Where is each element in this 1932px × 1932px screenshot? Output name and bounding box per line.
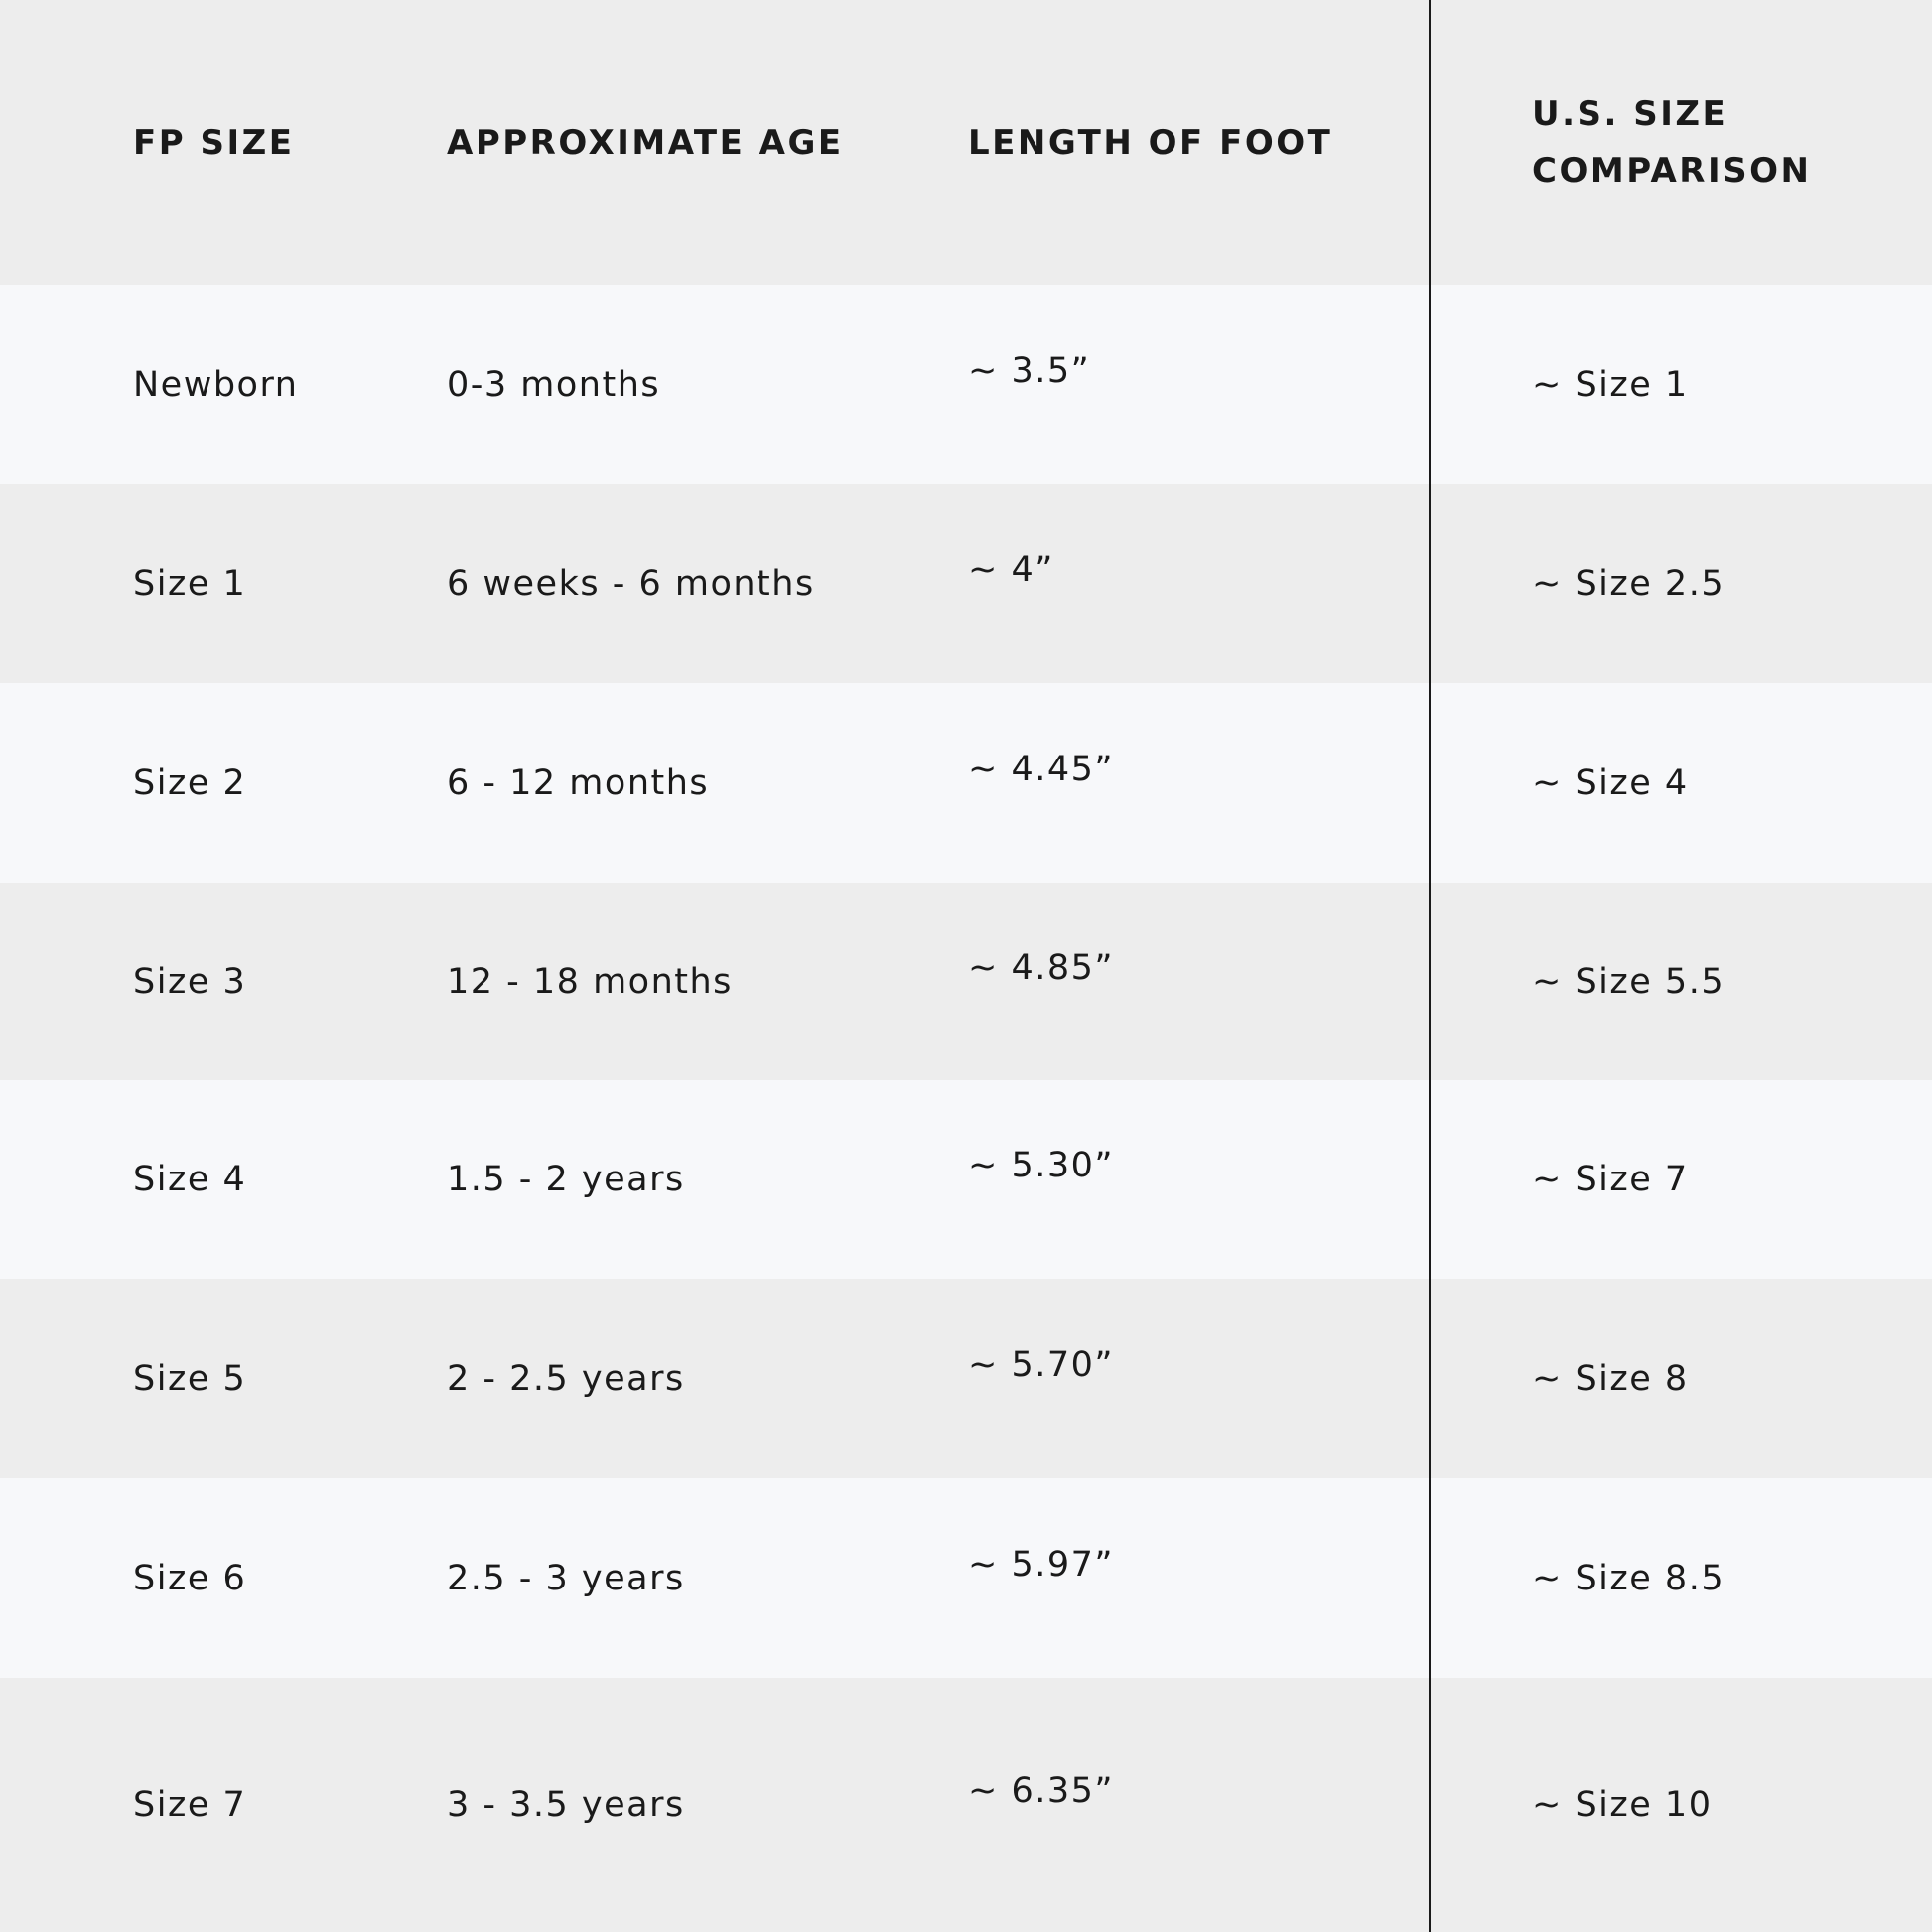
cell-approximate-age: 3 - 3.5 years: [447, 1785, 685, 1825]
cell-approximate-age: 0-3 months: [447, 364, 661, 405]
cell-length-of-foot: ~ 6.35”: [968, 1771, 1115, 1811]
cell-length-of-foot: ~ 3.5”: [968, 350, 1091, 391]
cell-us-size: ~ Size 5.5: [1532, 961, 1725, 1002]
cell-fp-size: Size 1: [133, 564, 247, 604]
header-length-of-foot: LENGTH OF FOOT: [968, 122, 1333, 163]
cell-length-of-foot: ~ 5.97”: [968, 1544, 1115, 1585]
cell-fp-size: Size 4: [133, 1160, 247, 1199]
cell-length-of-foot: ~ 5.30”: [968, 1146, 1115, 1185]
table-row: Size 1 6 weeks - 6 months ~ 4” ~ Size 2.5: [0, 484, 1932, 683]
table-row: Newborn 0-3 months ~ 3.5” ~ Size 1: [0, 285, 1932, 484]
cell-us-size: ~ Size 10: [1532, 1785, 1713, 1825]
cell-us-size: ~ Size 4: [1532, 762, 1689, 803]
cell-approximate-age: 1.5 - 2 years: [447, 1160, 685, 1199]
table-row: Size 6 2.5 - 3 years ~ 5.97” ~ Size 8.5: [0, 1478, 1932, 1678]
cell-length-of-foot: ~ 5.70”: [968, 1344, 1115, 1385]
cell-approximate-age: 2.5 - 3 years: [447, 1558, 685, 1598]
cell-approximate-age: 12 - 18 months: [447, 961, 733, 1002]
header-fp-size: FP SIZE: [133, 122, 295, 163]
cell-fp-size: Size 6: [133, 1558, 247, 1598]
cell-fp-size: Newborn: [133, 364, 299, 405]
cell-approximate-age: 6 - 12 months: [447, 762, 710, 803]
cell-approximate-age: 2 - 2.5 years: [447, 1358, 685, 1399]
cell-length-of-foot: ~ 4.45”: [968, 749, 1115, 789]
column-divider: [1429, 0, 1431, 1932]
table-row: Size 3 12 - 18 months ~ 4.85” ~ Size 5.5: [0, 883, 1932, 1080]
table-row: Size 2 6 - 12 months ~ 4.45” ~ Size 4: [0, 683, 1932, 883]
cell-fp-size: Size 7: [133, 1785, 247, 1825]
cell-approximate-age: 6 weeks - 6 months: [447, 564, 815, 604]
header-us-size-comparison: U.S. SIZE COMPARISON: [1532, 93, 1812, 191]
cell-length-of-foot: ~ 4.85”: [968, 947, 1115, 988]
table-row: Size 7 3 - 3.5 years ~ 6.35” ~ Size 10: [0, 1678, 1932, 1932]
table-row: Size 4 1.5 - 2 years ~ 5.30” ~ Size 7: [0, 1080, 1932, 1279]
cell-length-of-foot: ~ 4”: [968, 550, 1054, 590]
cell-fp-size: Size 3: [133, 961, 247, 1002]
header-approximate-age: APPROXIMATE AGE: [447, 122, 844, 163]
cell-fp-size: Size 5: [133, 1358, 247, 1399]
cell-fp-size: Size 2: [133, 762, 247, 803]
table-header: FP SIZE APPROXIMATE AGE LENGTH OF FOOT U…: [0, 0, 1932, 285]
cell-us-size: ~ Size 2.5: [1532, 564, 1725, 604]
cell-us-size: ~ Size 8.5: [1532, 1558, 1725, 1598]
cell-us-size: ~ Size 8: [1532, 1358, 1689, 1399]
table-row: Size 5 2 - 2.5 years ~ 5.70” ~ Size 8: [0, 1279, 1932, 1478]
cell-us-size: ~ Size 1: [1532, 364, 1689, 405]
cell-us-size: ~ Size 7: [1532, 1160, 1689, 1199]
